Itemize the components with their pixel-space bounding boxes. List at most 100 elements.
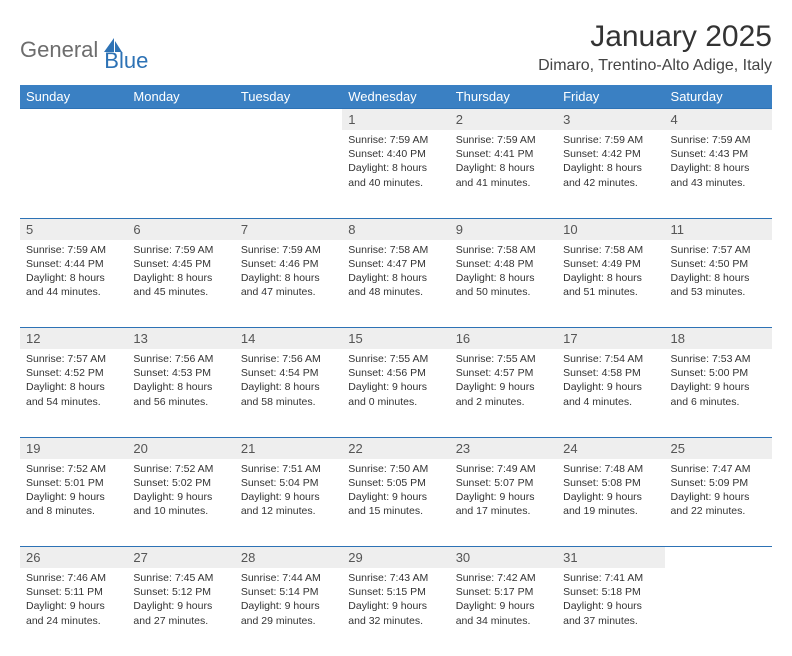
day-number-cell: 28 [235, 547, 342, 569]
day-number-cell: 29 [342, 547, 449, 569]
day-number-cell: 5 [20, 218, 127, 240]
sunrise-line: Sunrise: 7:59 AM [133, 243, 228, 257]
day-details: Sunrise: 7:52 AMSunset: 5:01 PMDaylight:… [20, 459, 127, 525]
sunset-line: Sunset: 4:43 PM [671, 147, 766, 161]
day-number-row: 262728293031 [20, 547, 772, 569]
daylight-line-1: Daylight: 8 hours [671, 161, 766, 175]
daylight-line-2: and 24 minutes. [26, 614, 121, 628]
daylight-line-1: Daylight: 9 hours [671, 490, 766, 504]
sunrise-line: Sunrise: 7:59 AM [563, 133, 658, 147]
day-number-cell: 23 [450, 437, 557, 459]
daylight-line-1: Daylight: 9 hours [456, 490, 551, 504]
day-number-cell: 11 [665, 218, 772, 240]
day-number-cell: 20 [127, 437, 234, 459]
daylight-line-1: Daylight: 9 hours [671, 380, 766, 394]
daylight-line-2: and 40 minutes. [348, 176, 443, 190]
daylight-line-1: Daylight: 8 hours [26, 271, 121, 285]
day-number-cell: 6 [127, 218, 234, 240]
day-cell [20, 130, 127, 218]
sunrise-line: Sunrise: 7:58 AM [563, 243, 658, 257]
day-details: Sunrise: 7:52 AMSunset: 5:02 PMDaylight:… [127, 459, 234, 525]
day-cell: Sunrise: 7:55 AMSunset: 4:57 PMDaylight:… [450, 349, 557, 437]
daylight-line-2: and 2 minutes. [456, 395, 551, 409]
sunset-line: Sunset: 5:09 PM [671, 476, 766, 490]
day-number-cell: 21 [235, 437, 342, 459]
daylight-line-1: Daylight: 8 hours [563, 271, 658, 285]
sunset-line: Sunset: 5:15 PM [348, 585, 443, 599]
daylight-line-2: and 34 minutes. [456, 614, 551, 628]
day-details: Sunrise: 7:59 AMSunset: 4:41 PMDaylight:… [450, 130, 557, 196]
day-details: Sunrise: 7:45 AMSunset: 5:12 PMDaylight:… [127, 568, 234, 634]
daylight-line-2: and 15 minutes. [348, 504, 443, 518]
daylight-line-2: and 56 minutes. [133, 395, 228, 409]
day-number-row: 567891011 [20, 218, 772, 240]
daylight-line-2: and 10 minutes. [133, 504, 228, 518]
daylight-line-2: and 22 minutes. [671, 504, 766, 518]
daylight-line-2: and 6 minutes. [671, 395, 766, 409]
day-number-cell: 2 [450, 109, 557, 131]
sunrise-line: Sunrise: 7:59 AM [671, 133, 766, 147]
day-cell [127, 130, 234, 218]
weekday-header-row: Sunday Monday Tuesday Wednesday Thursday… [20, 85, 772, 109]
day-number-cell: 18 [665, 328, 772, 350]
day-cell: Sunrise: 7:52 AMSunset: 5:02 PMDaylight:… [127, 459, 234, 547]
sunset-line: Sunset: 4:46 PM [241, 257, 336, 271]
title-block: January 2025 Dimaro, Trentino-Alto Adige… [538, 20, 772, 75]
sunset-line: Sunset: 4:40 PM [348, 147, 443, 161]
daylight-line-1: Daylight: 9 hours [26, 490, 121, 504]
sunset-line: Sunset: 5:04 PM [241, 476, 336, 490]
day-details: Sunrise: 7:57 AMSunset: 4:52 PMDaylight:… [20, 349, 127, 415]
sunrise-line: Sunrise: 7:59 AM [26, 243, 121, 257]
sunset-line: Sunset: 4:45 PM [133, 257, 228, 271]
logo: General Blue [20, 26, 148, 74]
sunrise-line: Sunrise: 7:49 AM [456, 462, 551, 476]
day-details: Sunrise: 7:59 AMSunset: 4:42 PMDaylight:… [557, 130, 664, 196]
day-number-cell: 26 [20, 547, 127, 569]
day-cell: Sunrise: 7:42 AMSunset: 5:17 PMDaylight:… [450, 568, 557, 656]
header: General Blue January 2025 Dimaro, Trenti… [20, 20, 772, 75]
sunset-line: Sunset: 5:01 PM [26, 476, 121, 490]
day-cell: Sunrise: 7:50 AMSunset: 5:05 PMDaylight:… [342, 459, 449, 547]
day-number-cell: 8 [342, 218, 449, 240]
day-details: Sunrise: 7:56 AMSunset: 4:54 PMDaylight:… [235, 349, 342, 415]
day-content-row: Sunrise: 7:59 AMSunset: 4:40 PMDaylight:… [20, 130, 772, 218]
day-number-cell: 15 [342, 328, 449, 350]
day-cell: Sunrise: 7:56 AMSunset: 4:54 PMDaylight:… [235, 349, 342, 437]
daylight-line-1: Daylight: 8 hours [456, 161, 551, 175]
sunset-line: Sunset: 4:44 PM [26, 257, 121, 271]
day-number-cell: 13 [127, 328, 234, 350]
day-cell: Sunrise: 7:57 AMSunset: 4:50 PMDaylight:… [665, 240, 772, 328]
daylight-line-1: Daylight: 9 hours [348, 599, 443, 613]
day-number-row: 1234 [20, 109, 772, 131]
day-cell: Sunrise: 7:48 AMSunset: 5:08 PMDaylight:… [557, 459, 664, 547]
sunrise-line: Sunrise: 7:56 AM [133, 352, 228, 366]
weekday-header: Friday [557, 85, 664, 109]
day-details: Sunrise: 7:55 AMSunset: 4:56 PMDaylight:… [342, 349, 449, 415]
daylight-line-2: and 53 minutes. [671, 285, 766, 299]
day-details: Sunrise: 7:59 AMSunset: 4:45 PMDaylight:… [127, 240, 234, 306]
day-details: Sunrise: 7:58 AMSunset: 4:49 PMDaylight:… [557, 240, 664, 306]
daylight-line-2: and 8 minutes. [26, 504, 121, 518]
day-number-cell: 17 [557, 328, 664, 350]
sunset-line: Sunset: 4:47 PM [348, 257, 443, 271]
day-cell [235, 130, 342, 218]
daylight-line-2: and 42 minutes. [563, 176, 658, 190]
sunset-line: Sunset: 4:42 PM [563, 147, 658, 161]
day-details: Sunrise: 7:57 AMSunset: 4:50 PMDaylight:… [665, 240, 772, 306]
daylight-line-1: Daylight: 9 hours [348, 490, 443, 504]
weekday-header: Tuesday [235, 85, 342, 109]
daylight-line-1: Daylight: 8 hours [241, 380, 336, 394]
sunrise-line: Sunrise: 7:55 AM [456, 352, 551, 366]
sunrise-line: Sunrise: 7:55 AM [348, 352, 443, 366]
day-details: Sunrise: 7:44 AMSunset: 5:14 PMDaylight:… [235, 568, 342, 634]
sunrise-line: Sunrise: 7:59 AM [348, 133, 443, 147]
sunset-line: Sunset: 5:14 PM [241, 585, 336, 599]
daylight-line-2: and 17 minutes. [456, 504, 551, 518]
weekday-header: Sunday [20, 85, 127, 109]
day-number-cell [235, 109, 342, 131]
day-details: Sunrise: 7:49 AMSunset: 5:07 PMDaylight:… [450, 459, 557, 525]
sunrise-line: Sunrise: 7:57 AM [26, 352, 121, 366]
day-number-cell: 7 [235, 218, 342, 240]
daylight-line-2: and 19 minutes. [563, 504, 658, 518]
daylight-line-2: and 45 minutes. [133, 285, 228, 299]
